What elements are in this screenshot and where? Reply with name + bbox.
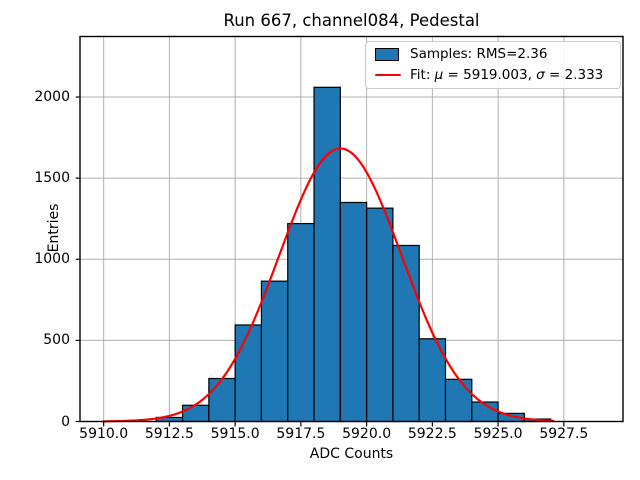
x-tick-label: 5912.5 [144, 426, 194, 442]
fit-curve [102, 147, 555, 423]
histogram-bar [392, 244, 420, 423]
legend-text: Fit: [410, 67, 435, 83]
x-tick-label: 5927.5 [539, 426, 589, 442]
legend-text: = 5919.003, [443, 67, 537, 83]
x-tick-label: 5910.0 [79, 426, 129, 442]
legend-swatch [375, 47, 402, 61]
x-tick-label: 5925.0 [473, 426, 523, 442]
x-tick-label: 5917.5 [276, 426, 326, 442]
math-symbol: σ [536, 67, 545, 83]
histogram-bar [181, 404, 210, 423]
legend-swatch [375, 73, 402, 77]
y-axis-label: Entries [46, 203, 62, 253]
y-tick-label: 2000 [34, 89, 70, 106]
histogram-bar [260, 280, 289, 423]
legend-entry-label: Samples: RMS=2.36 [410, 46, 547, 62]
y-tick-label: 0 [61, 413, 70, 430]
legend-entry: Fit: μ = 5919.003, σ = 2.333 [375, 67, 620, 83]
histogram-bar [234, 324, 263, 423]
math-symbol: μ [434, 67, 444, 83]
histogram-bar [339, 201, 368, 423]
y-tick-label: 1500 [34, 170, 70, 187]
legend-patch-swatch [375, 47, 399, 61]
histogram-bar [208, 377, 236, 423]
chart-title: Run 667, channel084, Pedestal [223, 11, 480, 30]
x-tick-label: 5915.0 [210, 426, 260, 442]
legend-text: = 2.333 [544, 67, 604, 83]
y-tick-label: 1000 [34, 251, 70, 268]
histogram-bar [444, 378, 473, 423]
histogram-bar [313, 86, 341, 423]
x-tick-label: 5920.0 [342, 426, 392, 442]
axes-spines [79, 35, 624, 423]
legend-text: Samples: RMS=2.36 [410, 46, 548, 62]
legend-line-swatch [375, 73, 401, 77]
x-axis-label: ADC Counts [309, 446, 394, 462]
legend: Samples: RMS=2.36 Fit: μ = 5919.003, σ = … [365, 40, 621, 89]
legend-entry-label: Fit: μ = 5919.003, σ = 2.333 [410, 67, 603, 83]
histogram-bar [366, 207, 394, 423]
legend-entry: Samples: RMS=2.36 [375, 46, 620, 62]
x-tick-label: 5922.5 [407, 426, 457, 442]
y-tick-label: 500 [43, 332, 70, 349]
histogram-bar [287, 222, 315, 423]
